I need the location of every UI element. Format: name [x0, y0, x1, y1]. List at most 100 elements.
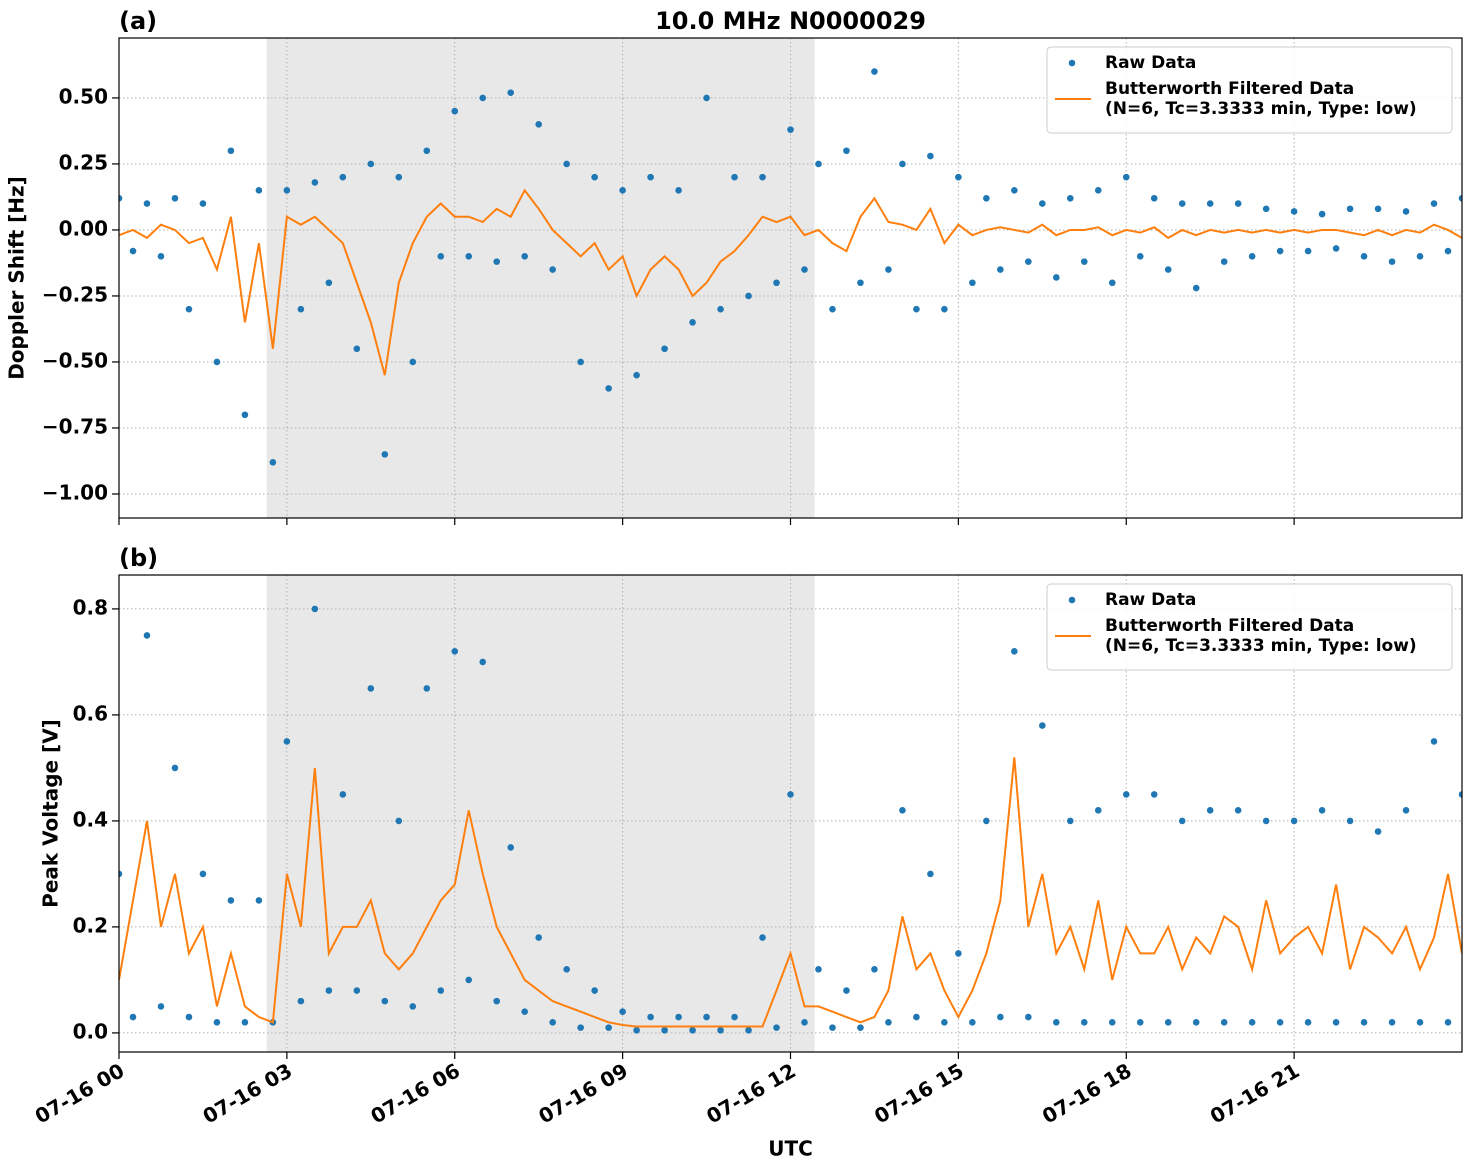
raw-point	[773, 1024, 780, 1031]
raw-point	[997, 1013, 1004, 1021]
raw-point	[1458, 194, 1462, 202]
x-axis-label: UTC	[768, 1137, 813, 1161]
raw-point	[1025, 258, 1032, 265]
raw-point	[605, 1024, 612, 1031]
raw-point	[1192, 284, 1200, 292]
raw-point	[1276, 1019, 1284, 1026]
subplot: −1.00 −0.75 −0.50 −0.25 0.00 0.25 0.50 (a) 10.0 …	[5, 7, 1463, 525]
raw-point	[213, 358, 221, 366]
raw-point	[507, 89, 515, 96]
raw-point	[983, 194, 990, 202]
raw-point	[465, 976, 473, 984]
raw-point	[969, 1019, 976, 1026]
shaded-span	[266, 575, 815, 1052]
raw-point	[1332, 1019, 1340, 1026]
raw-point	[913, 1013, 920, 1021]
raw-point	[311, 179, 319, 186]
raw-point	[1220, 258, 1228, 265]
raw-point	[339, 791, 347, 798]
raw-point	[325, 279, 333, 287]
raw-point	[143, 200, 151, 207]
raw-point	[591, 173, 598, 181]
raw-point	[1094, 187, 1102, 194]
raw-point	[1346, 817, 1354, 825]
raw-point	[423, 147, 431, 155]
raw-point	[1122, 791, 1130, 798]
raw-point	[1011, 187, 1018, 194]
raw-point	[899, 160, 906, 168]
raw-point	[213, 1019, 221, 1026]
raw-point	[1360, 253, 1368, 260]
raw-point	[1080, 1019, 1088, 1026]
legend-box	[1046, 583, 1453, 671]
raw-point	[535, 121, 542, 128]
x-tick-label: 07-16 12	[702, 1058, 800, 1128]
raw-point	[703, 1013, 710, 1021]
raw-point	[227, 147, 235, 155]
raw-point	[703, 94, 710, 102]
y-tick-label: 0.50	[59, 84, 108, 108]
raw-point	[185, 305, 193, 313]
raw-point	[689, 1026, 696, 1034]
legend-label-line: Raw Data	[1105, 590, 1196, 610]
filtered-line	[119, 188, 1462, 376]
raw-point	[1108, 279, 1116, 287]
raw-point	[549, 266, 556, 273]
raw-point	[563, 160, 570, 168]
raw-point	[633, 1026, 640, 1034]
raw-point	[843, 987, 850, 994]
raw-point	[619, 1008, 626, 1016]
raw-point	[1304, 247, 1312, 255]
raw-point	[759, 173, 766, 181]
raw-point	[857, 1024, 864, 1031]
raw-point	[479, 94, 487, 102]
raw-point	[815, 966, 822, 973]
raw-point	[829, 1024, 836, 1031]
legend-box	[1046, 46, 1453, 134]
raw-point	[661, 345, 668, 353]
x-tick-label: 07-16 00	[31, 1058, 129, 1128]
filtered-line	[119, 757, 1462, 1028]
raw-point	[1192, 1019, 1200, 1026]
raw-point	[409, 358, 417, 366]
y-axis-label: Peak Voltage [V]	[39, 719, 63, 908]
raw-point	[647, 173, 654, 181]
raw-point	[759, 934, 766, 941]
raw-point	[647, 1013, 654, 1021]
raw-point	[1039, 200, 1046, 207]
x-tick-label: 07-16 06	[366, 1058, 464, 1128]
legend-label-line: Butterworth Filtered Data	[1105, 616, 1354, 636]
y-axis-label: Doppler Shift [Hz]	[5, 176, 29, 380]
raw-point	[941, 305, 948, 313]
raw-point	[185, 1013, 193, 1021]
raw-point	[199, 200, 207, 207]
raw-point	[1122, 173, 1130, 181]
raw-point	[577, 1024, 584, 1031]
raw-point	[339, 173, 347, 181]
x-tick-label: 07-16 21	[1206, 1058, 1304, 1128]
raw-point	[1066, 817, 1074, 825]
raw-point	[255, 897, 263, 904]
raw-point	[283, 187, 291, 194]
raw-point	[297, 997, 305, 1005]
raw-point	[1444, 1019, 1452, 1026]
raw-point	[521, 1008, 528, 1016]
raw-point	[633, 371, 640, 379]
raw-point	[395, 173, 403, 181]
y-tick-label: −0.75	[42, 414, 108, 438]
y-tick-label: 0.0	[73, 1019, 108, 1043]
raw-point	[549, 1019, 556, 1026]
raw-point	[1402, 807, 1410, 814]
legend-marker	[1068, 596, 1076, 604]
y-tick-label: 0.00	[59, 216, 108, 240]
raw-point	[1094, 807, 1102, 814]
raw-point	[241, 1019, 249, 1026]
raw-point	[353, 345, 361, 353]
raw-point	[689, 319, 696, 326]
raw-point	[119, 194, 123, 202]
raw-point	[129, 1013, 137, 1021]
raw-point	[1136, 1019, 1144, 1026]
raw-point	[661, 1026, 668, 1034]
panel-label: (a)	[119, 7, 157, 35]
raw-point	[171, 764, 179, 772]
